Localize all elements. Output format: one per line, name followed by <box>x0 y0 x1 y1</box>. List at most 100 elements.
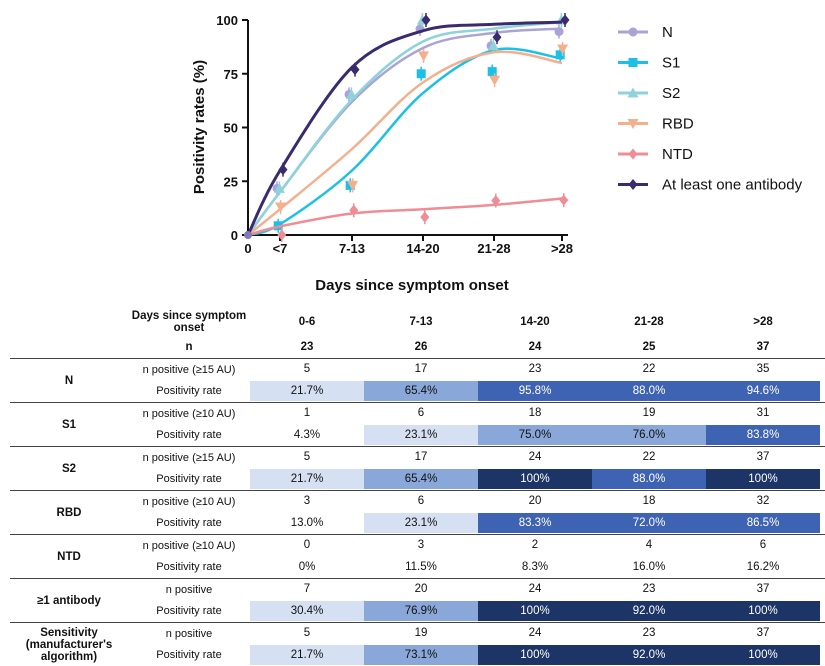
value-cell: 94.6% <box>706 381 820 402</box>
x-tick-label: 14-20 <box>406 241 439 256</box>
row-label: Positivity rate <box>128 601 250 623</box>
value-cell: 20 <box>364 579 478 600</box>
value-cell: 76.0% <box>592 425 706 446</box>
value-cell: 6 <box>364 403 478 424</box>
data-point <box>559 195 568 206</box>
value-cell: 30.4% <box>250 601 364 622</box>
value-cell: 100% <box>478 601 592 622</box>
x-tick-label: 21-28 <box>477 241 510 256</box>
column-header: 14-20 <box>478 308 592 336</box>
legend-marker <box>629 179 638 190</box>
value-cell: 37 <box>706 579 820 600</box>
legend-label: N <box>662 24 673 41</box>
value-cell: 83.8% <box>706 425 820 446</box>
row-label: n positive (≥15 AU) <box>128 359 250 381</box>
value-cell: 6 <box>706 535 820 556</box>
value-cell: 16.2% <box>706 557 820 578</box>
value-cell: 37 <box>706 447 820 468</box>
n-value: 37 <box>706 338 820 356</box>
value-cell: 11.5% <box>364 557 478 578</box>
value-cell: 72.0% <box>592 513 706 534</box>
value-cell: 21.7% <box>250 381 364 402</box>
value-cell: 35 <box>706 359 820 380</box>
value-cell: 92.0% <box>592 601 706 622</box>
value-cell: 13.0% <box>250 513 364 534</box>
value-cell: 19 <box>592 403 706 424</box>
data-point <box>555 27 564 36</box>
value-cell: 16.0% <box>592 557 706 578</box>
value-cell: 22 <box>592 359 706 380</box>
value-cell: 32 <box>706 491 820 512</box>
legend-marker <box>629 58 638 67</box>
x-axis-title: Days since symptom onset <box>315 277 508 294</box>
row-label: Positivity rate <box>128 513 250 535</box>
value-cell: 4.3% <box>250 425 364 446</box>
value-cell: 86.5% <box>706 513 820 534</box>
value-cell: 1 <box>250 403 364 424</box>
value-cell: 75.0% <box>478 425 592 446</box>
data-point <box>420 212 429 223</box>
n-value: 26 <box>364 338 478 356</box>
value-cell: 18 <box>592 491 706 512</box>
y-axis-title: Positivity rates (%) <box>191 60 208 194</box>
y-tick-label: 75 <box>224 67 238 82</box>
value-cell: 88.0% <box>592 381 706 402</box>
value-cell: 5 <box>250 359 364 380</box>
value-cell: 0% <box>250 557 364 578</box>
legend-label: S2 <box>662 85 680 102</box>
row-label: n positive (≥15 AU) <box>128 447 250 469</box>
value-cell: 17 <box>364 447 478 468</box>
row-label: Positivity rate <box>128 425 250 447</box>
value-cell: 4 <box>592 535 706 556</box>
x-tick-label: 7-13 <box>339 241 365 256</box>
value-cell: 24 <box>478 447 592 468</box>
value-cell: 100% <box>706 645 820 666</box>
column-header: 0-6 <box>250 308 364 336</box>
value-cell: 2 <box>478 535 592 556</box>
data-point <box>418 51 429 61</box>
value-cell: 21.7% <box>250 645 364 666</box>
row-label: Positivity rate <box>128 469 250 491</box>
column-header: >28 <box>706 308 820 336</box>
series-line-1 <box>248 49 562 235</box>
n-value: 23 <box>250 338 364 356</box>
value-cell: 83.3% <box>478 513 592 534</box>
value-cell: 19 <box>364 623 478 644</box>
value-cell: 20 <box>478 491 592 512</box>
legend-marker <box>629 149 638 160</box>
row-label: Positivity rate <box>128 557 250 579</box>
value-cell: 92.0% <box>592 645 706 666</box>
value-cell: 100% <box>706 469 820 490</box>
legend-label: RBD <box>662 116 694 133</box>
days-header-label: Days since symptom onset <box>128 308 250 336</box>
row-label: n positive (≥10 AU) <box>128 535 250 557</box>
series-line-4 <box>248 198 562 235</box>
value-cell: 5 <box>250 447 364 468</box>
value-cell: 22 <box>592 447 706 468</box>
x-tick-label: >28 <box>551 241 573 256</box>
n-value: 24 <box>478 338 592 356</box>
value-cell: 100% <box>478 645 592 666</box>
data-point <box>489 76 500 86</box>
x-tick-label: <7 <box>273 241 288 256</box>
n-header-label: n <box>128 338 250 356</box>
value-cell: 65.4% <box>364 469 478 490</box>
legend-label: S1 <box>662 55 680 72</box>
value-cell: 95.8% <box>478 381 592 402</box>
value-cell: 5 <box>250 623 364 644</box>
value-cell: 100% <box>478 469 592 490</box>
row-label: n positive <box>128 579 250 601</box>
y-tick-label: 25 <box>224 174 238 189</box>
